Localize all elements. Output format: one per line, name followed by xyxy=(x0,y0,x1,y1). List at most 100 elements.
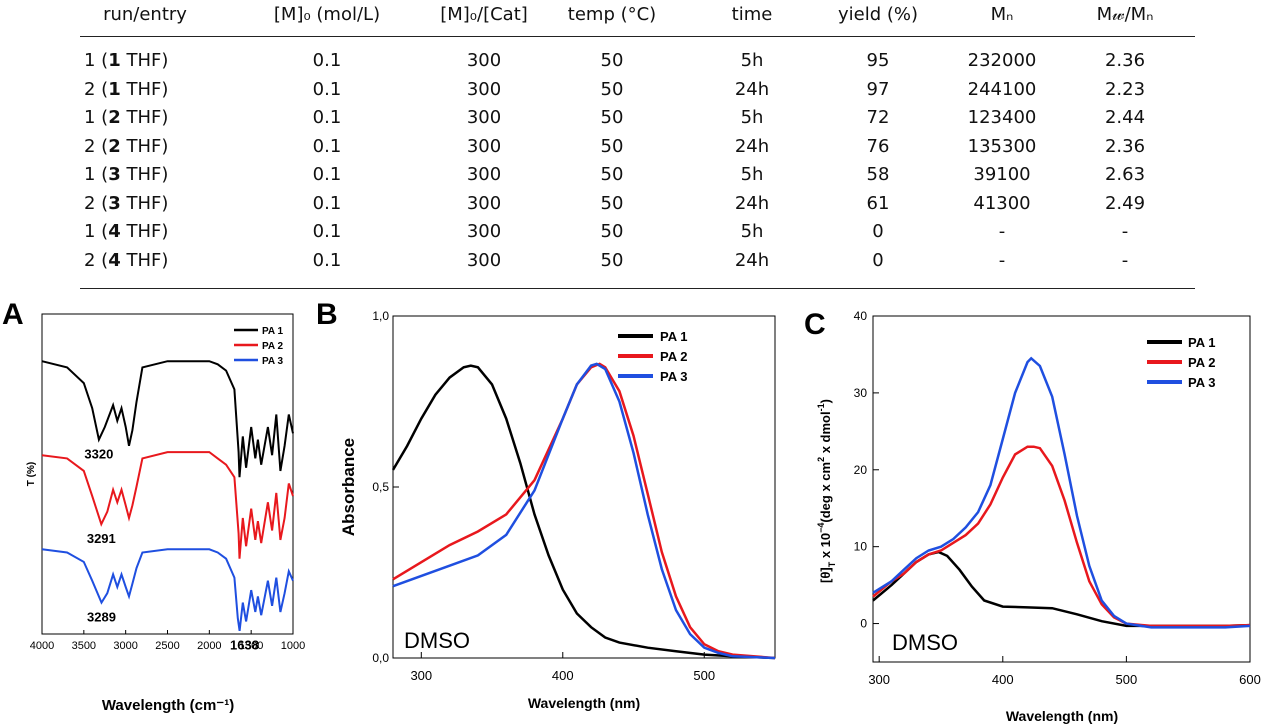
table-cell: 0.1 xyxy=(312,192,342,214)
plot-frame xyxy=(392,315,776,659)
table-header-cell: run/entry xyxy=(103,4,187,25)
series-line xyxy=(41,548,294,632)
table-cell: 300 xyxy=(466,192,502,214)
table-cell: 135300 xyxy=(967,135,1037,157)
solvent-annotation: DMSO xyxy=(892,630,958,655)
table-cell: 5h xyxy=(740,50,764,71)
table-cell: 0.1 xyxy=(312,221,342,242)
peak-annotation: 3320 xyxy=(84,446,113,461)
x-tick-label: 500 xyxy=(1116,672,1138,687)
table-cell: 5h xyxy=(740,221,764,242)
table-cell: 232000 xyxy=(967,50,1037,71)
panel-label: C xyxy=(804,308,826,341)
catalyst-number: 2 xyxy=(108,135,121,157)
table-cell: 5h xyxy=(740,164,764,185)
table-cell: 300 xyxy=(466,221,502,242)
x-tick-label: 4000 xyxy=(30,640,54,652)
table-cell: 50 xyxy=(600,135,624,157)
cd-spectra-panel: C 300 400 500 600 0 10 20 30 40 [θ]T x 10−4(deg x … xyxy=(790,296,1267,728)
y-axis-title-part: [θ] xyxy=(818,567,833,583)
catalyst-number: 4 xyxy=(108,221,121,242)
x-tick-label: 3500 xyxy=(72,640,96,652)
table-cell: - xyxy=(1121,221,1129,242)
catalyst-number: 3 xyxy=(108,164,121,185)
polymerization-table: run/entry [M]₀ (mol/L) [M]₀/[Cat] temp (°C)… xyxy=(0,0,1267,292)
table-cell: 300 xyxy=(466,164,502,185)
y-axis-title-part: (deg x cm xyxy=(818,462,833,523)
table-top-rule xyxy=(80,36,1195,37)
uv-vis-panel: B 300 400 500 0,0 0,5 1,0 Absorbance Wavelength … xyxy=(300,296,790,728)
legend-label: PA 3 xyxy=(1188,375,1215,390)
table-cell: 50 xyxy=(600,249,624,271)
peak-annotation: 1638 xyxy=(230,638,259,653)
peak-annotation: 3289 xyxy=(87,609,116,624)
y-tick-label: 20 xyxy=(854,463,868,477)
legend-label: PA 1 xyxy=(262,326,284,337)
catalyst-number: 4 xyxy=(108,249,121,271)
ir-spectra-panel: A 4000 3500 3000 2500 2000 1500 1000 3320 3291 328… xyxy=(0,296,305,728)
table-cell: 2.63 xyxy=(1104,164,1146,185)
series-line xyxy=(41,360,294,478)
x-tick-label: 1500 xyxy=(239,640,263,652)
x-tick-label: 2500 xyxy=(155,640,179,652)
table-cell: 5h xyxy=(740,107,764,128)
table-cell: - xyxy=(998,249,1006,271)
legend-label: PA 3 xyxy=(660,369,687,384)
run-number: 2 ( xyxy=(84,249,109,271)
catalyst-number: 2 xyxy=(108,107,121,128)
y-tick-label: 30 xyxy=(854,386,868,400)
catalyst-number: 1 xyxy=(108,50,121,71)
series-line xyxy=(872,445,1251,628)
legend-label: PA 2 xyxy=(1188,355,1215,370)
table-cell: 50 xyxy=(600,107,624,128)
y-axis-title-part: T xyxy=(827,561,837,567)
table-row-label: 1 (3 THF) xyxy=(84,164,168,185)
table-cell: 300 xyxy=(466,135,502,157)
x-tick-label: 400 xyxy=(552,668,574,683)
table-cell: 39100 xyxy=(973,164,1031,185)
series-line xyxy=(872,550,1251,628)
run-number: 2 ( xyxy=(84,78,109,100)
solvent-label: THF) xyxy=(120,221,169,242)
table-cell: 2.23 xyxy=(1104,78,1146,100)
y-axis-title: Absorbance xyxy=(339,438,358,536)
y-tick-label: 0,0 xyxy=(372,651,389,665)
table-cell: 0.1 xyxy=(312,50,342,71)
x-tick-label: 3000 xyxy=(113,640,137,652)
run-number: 1 ( xyxy=(84,50,109,71)
legend-label: PA 2 xyxy=(262,341,284,352)
x-axis-title: Wavelength (nm) xyxy=(528,695,640,711)
table-cell: 50 xyxy=(600,192,624,214)
series-line xyxy=(41,451,294,559)
peak-annotation: 3291 xyxy=(87,531,116,546)
table-cell: 50 xyxy=(600,50,624,71)
table-header-cell: Mₙ xyxy=(990,4,1014,25)
table-cell: 0.1 xyxy=(312,135,342,157)
solvent-label: THF) xyxy=(120,164,169,185)
table-cell: - xyxy=(998,221,1006,242)
run-number: 2 ( xyxy=(84,135,109,157)
table-header-cell: time xyxy=(731,4,773,25)
y-tick-label: 0 xyxy=(860,617,867,631)
x-tick-label: 300 xyxy=(410,668,432,683)
table-header-cell: yield (%) xyxy=(837,4,919,25)
table-row-label: 1 (4 THF) xyxy=(84,221,168,242)
run-number: 2 ( xyxy=(84,192,109,214)
table-cell: 95 xyxy=(866,50,890,71)
y-tick-label: 10 xyxy=(854,540,868,554)
series-line xyxy=(392,362,776,660)
catalyst-number: 1 xyxy=(108,78,121,100)
legend-label: PA 1 xyxy=(660,329,687,344)
x-tick-label: 500 xyxy=(693,668,715,683)
run-number: 1 ( xyxy=(84,164,109,185)
table-row-label: 1 (1 THF) xyxy=(84,50,168,71)
catalyst-number: 3 xyxy=(108,192,121,214)
table-cell: 50 xyxy=(600,164,624,185)
panel-label: B xyxy=(316,298,338,331)
table-cell: 300 xyxy=(466,107,502,128)
plot-frame xyxy=(872,315,1251,663)
table-cell: 58 xyxy=(866,164,890,185)
table-cell: 2.36 xyxy=(1104,50,1146,71)
legend-label: PA 2 xyxy=(660,349,687,364)
table-header-cell: [M]₀ (mol/L) xyxy=(273,4,381,25)
